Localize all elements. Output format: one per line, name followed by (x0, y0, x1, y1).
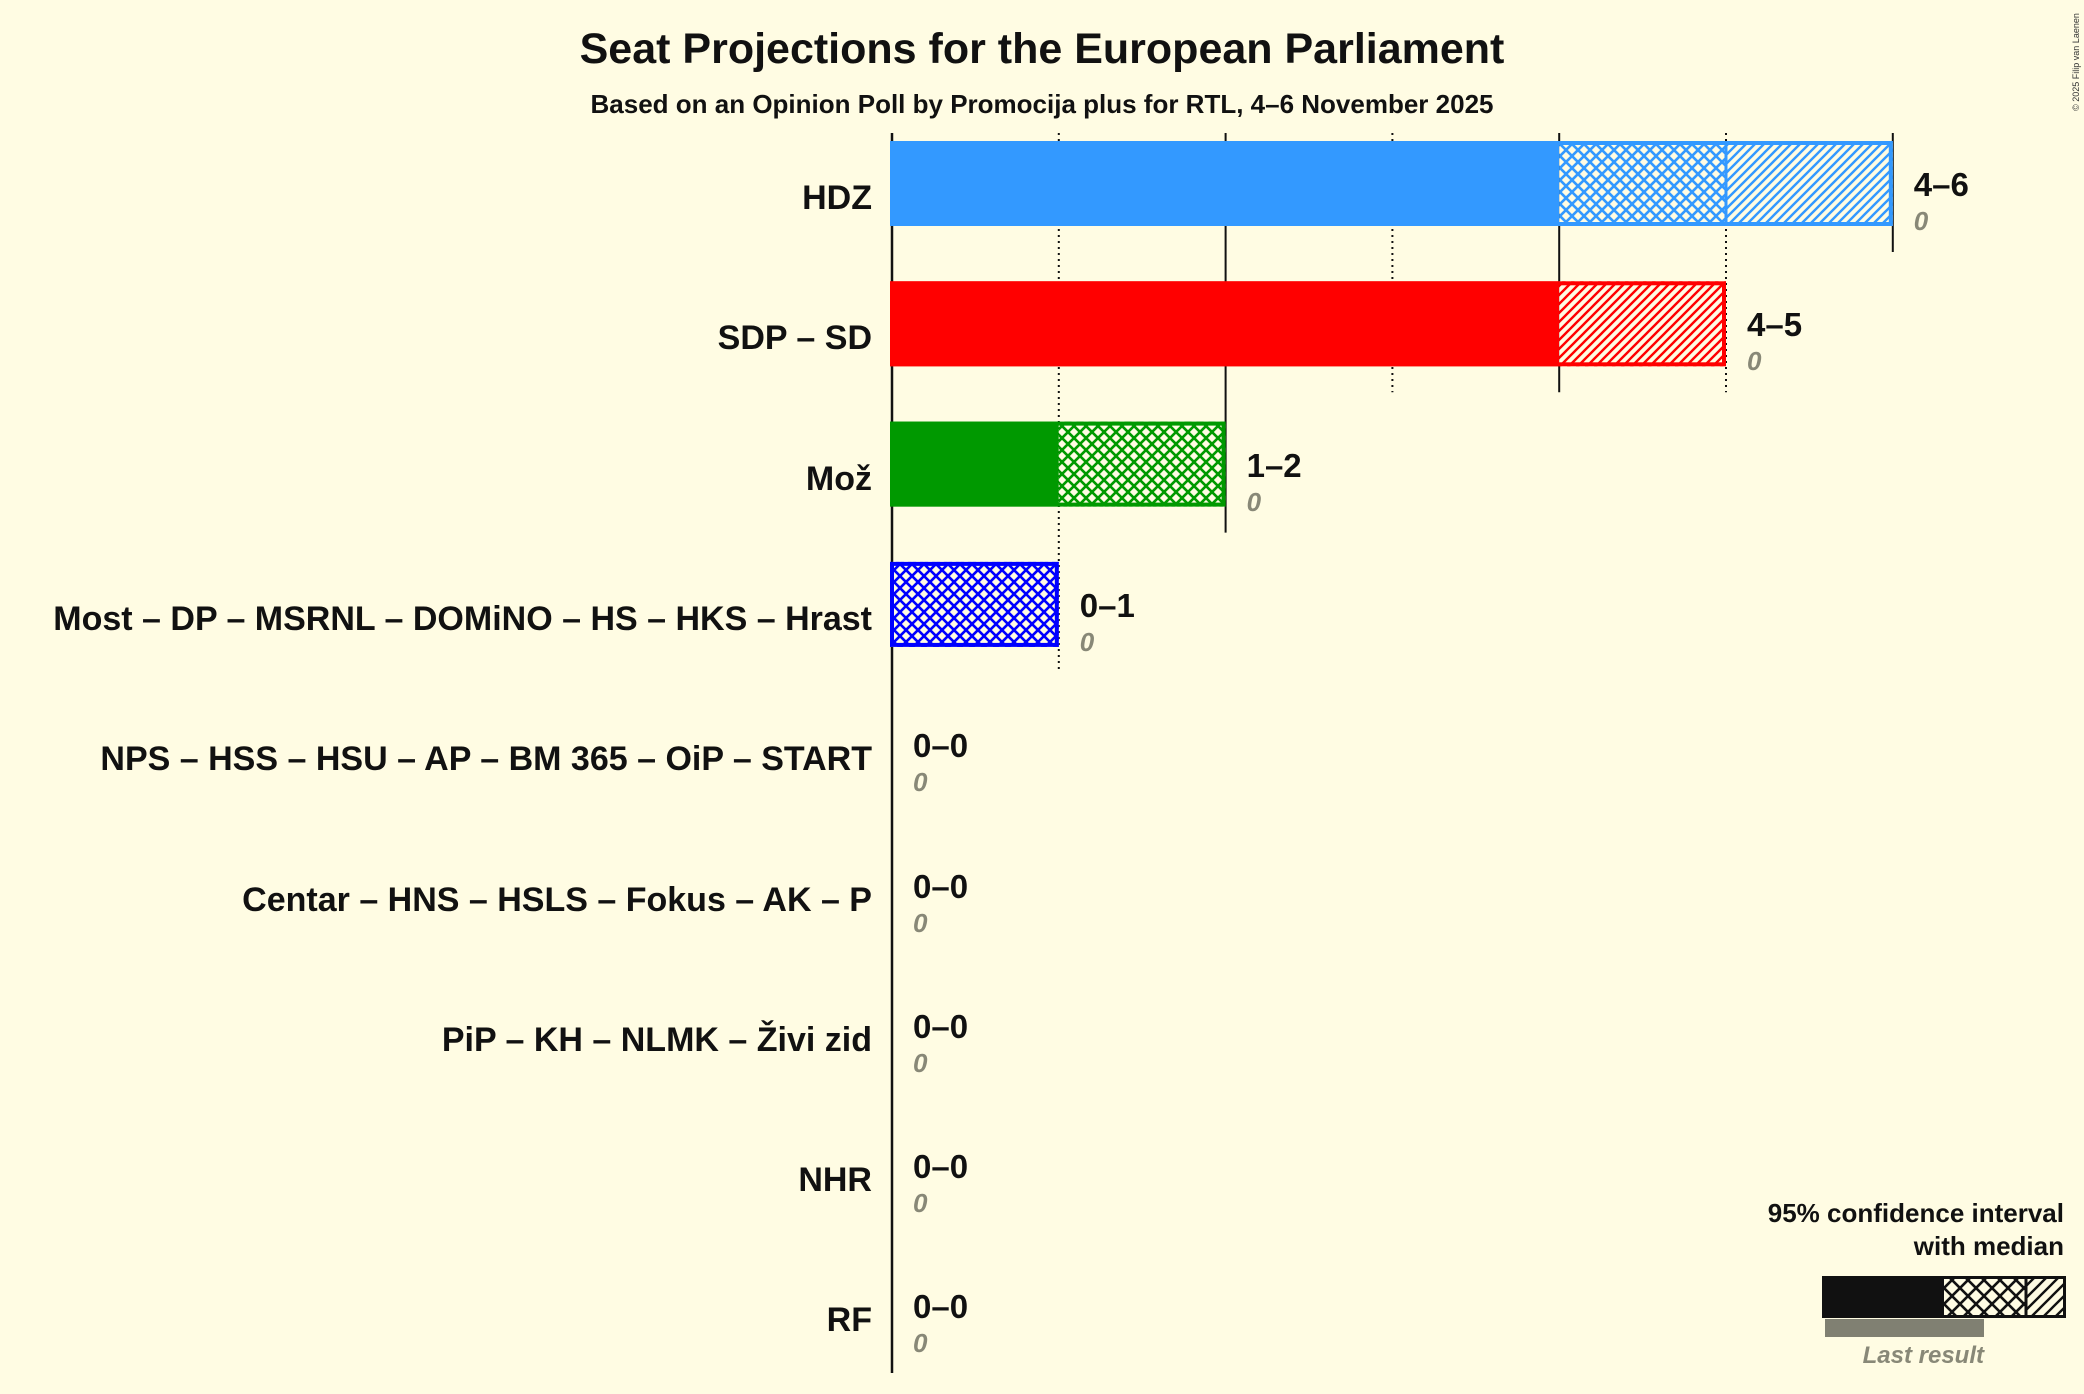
ci-bar (890, 561, 1059, 647)
chart-title: Seat Projections for the European Parlia… (579, 25, 1505, 73)
party-label: Centar – HNS – HSLS – Fokus – AK – P (242, 880, 872, 919)
ci-bar-median-to-upper (1559, 281, 1726, 367)
seat-range-label: 0–0 (913, 727, 969, 765)
legend-title-line1: 95% confidence interval (1767, 1198, 2064, 1228)
ci-bar-outline (890, 281, 1726, 367)
chart-subtitle: Based on an Opinion Poll by Promocija pl… (590, 89, 1494, 119)
seat-range-label: 4–5 (1747, 306, 1803, 344)
last-result-value: 0 (913, 1328, 928, 1359)
ci-bar-below-lower (890, 281, 1560, 367)
seat-range-label: 0–0 (913, 1007, 969, 1045)
last-result-value: 0 (1913, 206, 1929, 236)
party-label: NPS – HSS – HSU – AP – BM 365 – OiP – ST… (100, 740, 872, 779)
seat-range-label: 0–1 (1079, 586, 1135, 624)
legend-last-result-bar (1825, 1319, 1984, 1337)
party-label: HDZ (802, 179, 872, 217)
ci-bar-below-lower (890, 421, 1059, 507)
legend-solid (1822, 1276, 1944, 1318)
seat-range-label: 1–2 (1246, 446, 1302, 484)
legend-diagonal (2026, 1276, 2066, 1318)
ci-bar-outline (890, 421, 1226, 507)
party-label: NHR (798, 1161, 872, 1200)
party-label: SDP – SD (717, 319, 872, 358)
seat-range-label: 4–6 (1913, 166, 1969, 203)
last-result-value: 0 (913, 1188, 928, 1219)
seat-range-label: 0–0 (913, 1288, 969, 1326)
party-label: Mož (805, 459, 872, 498)
party-label: PiP – KH – NLMK – Živi zid (441, 1020, 872, 1059)
ci-bar-outline (890, 561, 1059, 647)
last-result-value: 0 (1747, 346, 1762, 377)
legend-last-result-label: Last result (1862, 1342, 1984, 1369)
last-result-value: 0 (913, 767, 928, 798)
party-label: RF (826, 1301, 872, 1340)
last-result-value: 0 (913, 907, 928, 938)
last-result-value: 0 (1246, 486, 1262, 517)
ci-bar-outline (890, 141, 1893, 226)
ci-bar (890, 421, 1226, 507)
legend-title-line2: with median (1913, 1231, 2064, 1261)
legend-swatch (1822, 1276, 2066, 1337)
ci-bar (890, 281, 1726, 367)
ci-bar-lower-to-median (1559, 141, 1726, 226)
ci-bar-median-to-upper (1726, 141, 1893, 226)
last-result-value: 0 (913, 1047, 928, 1078)
legend-outline (1822, 1276, 2066, 1318)
ci-bar-lower-to-median (890, 561, 1059, 647)
ci-bar (890, 141, 1893, 226)
party-label: Most – DP – MSRNL – DOMiNO – HS – HKS – … (53, 599, 872, 638)
ci-bar-below-lower (890, 141, 1560, 226)
seat-range-label: 0–0 (913, 1148, 969, 1186)
seat-range-label: 0–0 (913, 867, 969, 905)
legend-crosshatch (1944, 1276, 2026, 1318)
ci-bar-lower-to-median (1058, 421, 1226, 507)
last-result-value: 0 (1079, 626, 1095, 657)
